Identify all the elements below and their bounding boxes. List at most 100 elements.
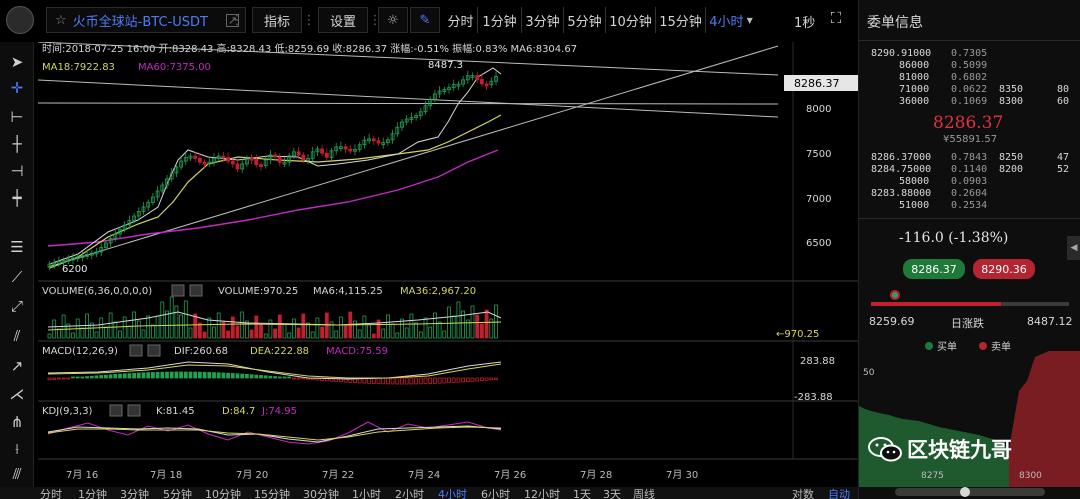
bottom-tab[interactable]: 2小时 [395,488,424,499]
candle-body [104,242,108,248]
draw-pen-icon[interactable]: ✎ [410,7,440,33]
kdj-label: KDJ(9,3,3) [42,406,93,417]
gear-icon[interactable] [109,404,123,417]
volume-bar [66,323,71,339]
tab-timeframe-1[interactable]: 1分钟 [478,7,522,33]
buy-price-button[interactable]: 8286.37 [903,259,965,279]
horizontal-line-icon[interactable]: ┼ [12,135,22,153]
trend-ray-icon[interactable]: ⤢ [10,297,23,315]
horizontal-segment-icon[interactable]: ⊢ [10,108,24,126]
close-icon[interactable] [189,284,203,297]
parallel-channel-icon[interactable]: ⫽ [13,327,21,345]
trend-line[interactable] [37,79,779,118]
last-price: 8286.37 [933,113,1004,133]
gann-icon[interactable]: ⟊ [15,440,19,458]
candle-body [193,155,198,159]
tab-timeframe-active[interactable]: 4小时 ▼ [706,7,756,33]
ma18-label: MA18:7922.83 [42,62,115,73]
parallel-lines-icon[interactable]: ☰ [10,238,24,256]
bottom-tab[interactable]: 5分钟 [163,488,192,499]
depth-y-tick: 50 [863,368,875,378]
kdj-k: K:81.45 [156,406,195,417]
macd-bar [470,377,475,382]
tab-timeframe-5[interactable]: 15分钟 [656,7,706,33]
bottom-tab[interactable]: 3分钟 [120,488,149,499]
candle-body [85,253,89,257]
bottom-tab[interactable]: 3天 [603,488,621,499]
tab-timeframe-4[interactable]: 10分钟 [606,7,656,33]
brightness-icon[interactable]: ☼ [378,7,408,33]
indicators-more-icon[interactable]: ⋮ [302,12,316,28]
collapse-arrow-icon[interactable]: ◀ [1067,236,1080,260]
candle-body [310,151,315,159]
bottom-tab[interactable]: 周线 [633,488,655,499]
crosshair-icon[interactable]: ✛ [10,79,24,97]
candle-body [479,79,484,85]
log-scale-toggle[interactable]: 对数 [792,488,814,499]
fan-lines-icon[interactable]: ⋌ [9,385,25,403]
depth-scroll-handle[interactable] [960,487,970,497]
macd-bar [259,375,263,379]
close-icon[interactable] [147,344,161,357]
tab-timeframe-0[interactable]: 分时 [444,7,478,33]
bottom-tab[interactable]: 12小时 [524,488,560,499]
y-tick: 8000 [806,104,831,115]
more-menu-icon[interactable]: ⋮ [230,12,244,28]
symbol-selector[interactable]: ☆ 火币全球站-BTC-USDT ↗ [46,7,246,33]
fullscreen-icon[interactable]: ⛶ [830,9,842,27]
settings-button[interactable]: 设置 [318,7,368,33]
vertical-line-icon[interactable]: ┿ [12,189,22,207]
tab-timeframe-3[interactable]: 5分钟 [564,7,606,33]
macd-bar [296,377,301,380]
tab-timeframe-2[interactable]: 3分钟 [522,7,564,33]
bottom-tab[interactable]: 1分钟 [78,488,107,499]
bottom-tab[interactable]: 10分钟 [205,488,241,499]
horizontal-ray-icon[interactable]: ⊣ [10,162,24,180]
candle-body [432,93,437,100]
gear-icon[interactable] [129,344,143,357]
day-range-marker-icon [890,290,900,300]
kdj-d-line [47,426,502,441]
external-link-icon[interactable]: ↗ [226,13,239,27]
macd-bar [61,377,66,380]
cursor-icon[interactable]: ➤ [10,53,24,71]
indicators-button[interactable]: 指标 [252,7,302,33]
macd-bar [89,375,94,379]
candle-body [385,139,390,144]
bottom-tab[interactable]: 1天 [573,488,591,499]
price-change: -116.0 (-1.38%) [899,230,1009,246]
trend-line[interactable] [37,41,779,76]
candle-body [155,190,160,198]
ask-volume: 0.1069 [951,96,988,107]
candle-body [287,155,292,163]
drawing-toolbar: ➤ ✛ ⊢ ┼ ⊣ ┿ ☰ ⟋ ⤢ ⫽ ↗ ⋌ ⋔ ⟊ ⫻ [0,42,34,487]
macd-bar [80,376,85,379]
arrow-line-icon[interactable]: ↗ [10,357,24,375]
pitchfork-icon[interactable]: ⋔ [10,413,24,431]
bottom-tab[interactable]: 分时 [40,488,62,499]
kdj-k-line [47,425,502,443]
ma60-label: MA60:7375.00 [138,62,211,73]
volume-bar [310,331,315,339]
sell-price-button[interactable]: 8290.36 [973,259,1035,279]
fibonacci-icon[interactable]: ⫻ [12,465,22,483]
close-icon[interactable] [127,404,141,417]
star-icon[interactable]: ☆ [55,12,67,28]
bottom-tab[interactable]: 6小时 [481,488,510,499]
chart-svg[interactable]: 时间:2018-07-25 16:00 开:8328.43 高:8328.43 … [37,41,858,487]
volume-bar [479,323,484,339]
refresh-interval[interactable]: 1秒 [794,16,816,31]
horizontal-line[interactable] [37,102,779,105]
bottom-tab[interactable]: 30分钟 [303,488,339,499]
candle-body [230,160,235,165]
candle-body [315,148,320,153]
auto-scale-toggle[interactable]: 自动 [828,488,850,499]
bottom-tab[interactable]: 1小时 [352,488,381,499]
depth-price: 8300 [999,96,1024,107]
bottom-tab-active[interactable]: 4小时 [438,488,467,499]
trend-line-icon[interactable]: ⟋ [11,268,23,286]
trend-line[interactable] [47,45,779,268]
chart-area[interactable]: 时间:2018-07-25 16:00 开:8328.43 高:8328.43 … [37,41,858,487]
gear-icon[interactable] [171,284,185,297]
bottom-tab[interactable]: 15分钟 [254,488,290,499]
